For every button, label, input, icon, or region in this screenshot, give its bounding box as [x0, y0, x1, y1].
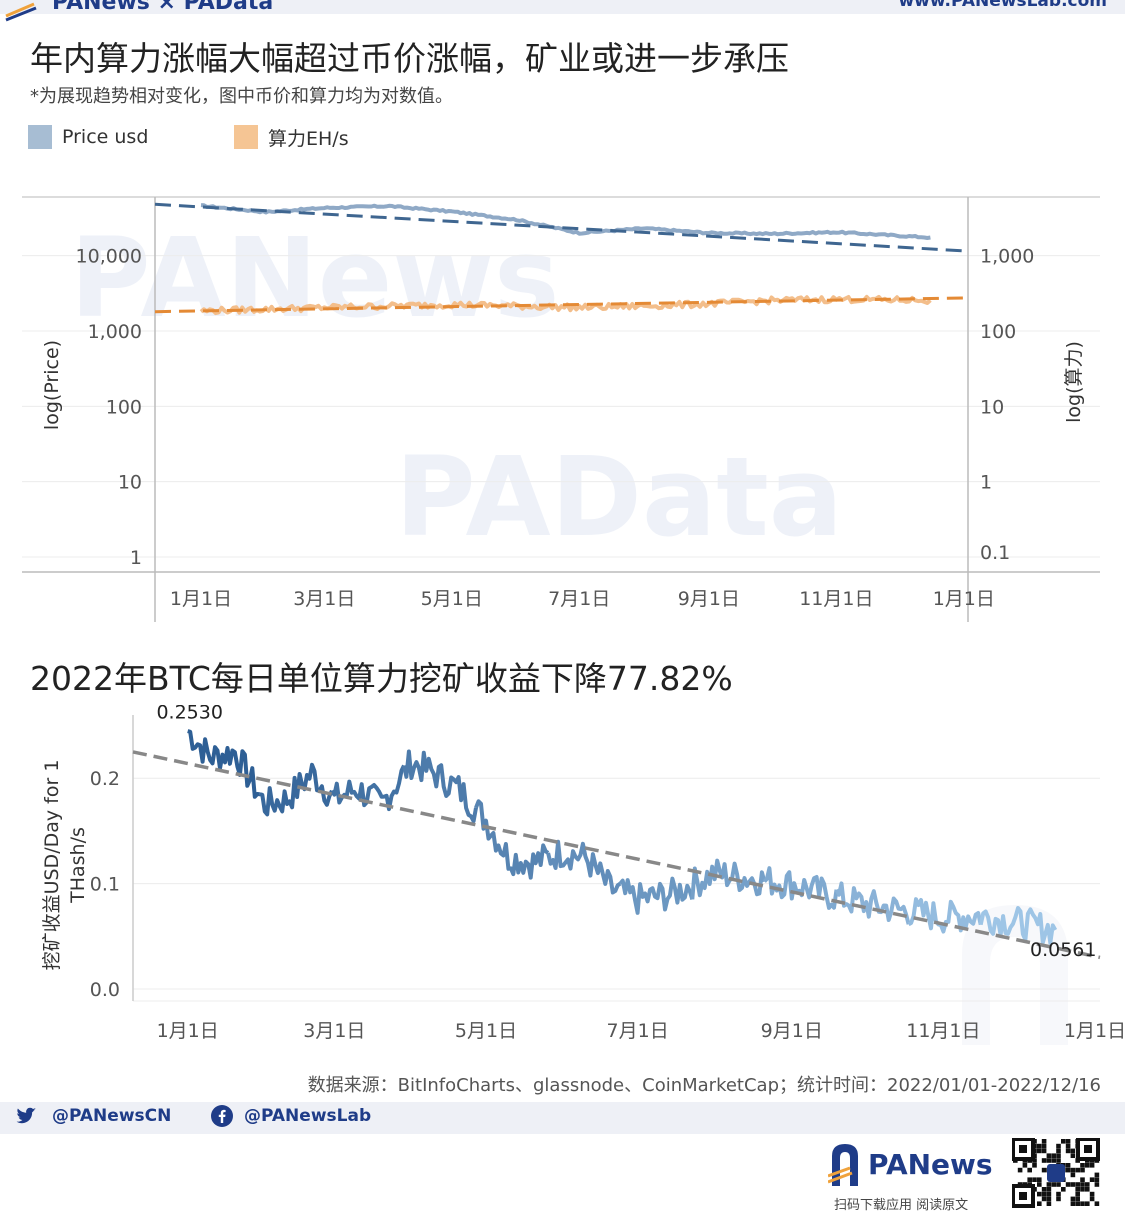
chart2-xtick-label: 7月1日 — [607, 1020, 669, 1042]
qr-code-icon[interactable] — [1012, 1138, 1100, 1208]
panews-stripes-icon — [5, 2, 37, 22]
chart1-series-line-0 — [200, 203, 931, 240]
chart1-xtick-label: 1月1日 — [170, 588, 232, 610]
chart2-series-line-segment — [187, 729, 260, 799]
watermark-panews: PANews — [70, 214, 559, 342]
chart2-ytick-label: 0.2 — [90, 768, 120, 790]
legend-label-hashrate: 算力EH/s — [268, 127, 349, 150]
chart1-xtick-label: 3月1日 — [293, 588, 355, 610]
data-source-note: 数据来源：BitInfoCharts、glassnode、CoinMarketC… — [307, 1075, 1101, 1096]
chart1-xtick-label: 11月1日 — [799, 588, 873, 610]
chart1-ytick-label: 1 — [130, 547, 142, 569]
chart1-xtick-label: 7月1日 — [548, 588, 610, 610]
legend-label-price: Price usd — [62, 126, 149, 148]
chart2-series-line-segment — [402, 749, 478, 824]
download-caption: 扫码下载应用 阅读原文 — [834, 1198, 969, 1213]
chart1-trendline-1 — [154, 202, 969, 253]
chart2-annotation-label: 0.0561 — [1030, 939, 1096, 961]
legend-swatch-price — [28, 125, 52, 149]
chart2-series-line-segment — [618, 876, 695, 915]
twitter-link[interactable]: @PANewsCN — [14, 1104, 171, 1128]
legend-item-price[interactable]: Price usd — [28, 124, 148, 150]
chart1-y2tick-label: 1 — [980, 472, 992, 494]
chart2-ylabel-line2: THash/s — [67, 827, 89, 904]
chart1-plot: PANews PAData 1 10 100 1,000 10,000 0.1 1 10 10… — [22, 196, 1100, 622]
chart2-ytick-label: 0.0 — [90, 979, 120, 1001]
chart1-ytick-label: 100 — [106, 396, 142, 418]
chart1-ytick-label: 10 — [118, 472, 142, 494]
chart2-ytick-label: 0.1 — [90, 874, 120, 896]
panews-logo: PANews — [828, 1142, 993, 1186]
chart2-series-line-segment — [474, 799, 550, 880]
chart1-y2label: log(算力) — [1063, 341, 1085, 423]
chart1-title: 年内算力涨幅大幅超过币价涨幅，矿业或进一步承压 — [30, 39, 789, 78]
facebook-link[interactable]: @PANewsLab — [210, 1104, 371, 1128]
facebook-handle: @PANewsLab — [244, 1106, 372, 1126]
chart2-trendline — [132, 750, 1101, 960]
chart2-series-line-segment — [546, 839, 622, 895]
chart1-y2tick-label: 0.1 — [980, 542, 1010, 564]
chart1-ytick-label: 10,000 — [76, 246, 142, 268]
top-brand: PANews × PAData — [52, 0, 274, 15]
chart2-series-line-segment — [834, 881, 911, 925]
chart2-series-line-segment — [978, 906, 1058, 945]
chart2-series-line-segment — [259, 762, 334, 817]
chart1-ylabel: log(Price) — [41, 340, 63, 430]
chart2-series-line-segment — [907, 897, 983, 934]
chart2-annotation-label: 0.2530 — [156, 705, 222, 723]
chart2-xtick-label: 9月1日 — [761, 1020, 823, 1042]
chart2-series-line-segment — [690, 858, 767, 900]
panews-logo-text: PANews — [868, 1147, 993, 1181]
chart1-xtick-label: 1月1日 — [933, 588, 995, 610]
chart1-subtitle: *为展现趋势相对变化，图中币价和算力均为对数值。 — [30, 86, 453, 107]
panews-logo-icon — [828, 1144, 858, 1186]
chart2-xtick-label: 1月1日 — [157, 1020, 219, 1042]
social-bar — [0, 1102, 1125, 1134]
chart1-ytick-label: 1,000 — [88, 321, 142, 343]
legend-swatch-hashrate — [234, 125, 258, 149]
chart1-y2tick-label: 10 — [980, 396, 1004, 418]
top-banner: PANews × PAData www.PANewsLab.com — [0, 0, 1125, 22]
chart2-plot: 0.00.10.2 1月1日 3月1日 5月1日 7月1日 9月1日 11月1日 1月1日 … — [41, 705, 1125, 1045]
chart1-trendline-3 — [154, 296, 969, 314]
chart1-series-line-2 — [199, 294, 932, 316]
twitter-icon — [16, 1107, 36, 1124]
twitter-handle: @PANewsCN — [52, 1106, 172, 1126]
chart1-xtick-label: 5月1日 — [421, 588, 483, 610]
chart2-xtick-label: 1月1日 — [1064, 1020, 1125, 1042]
chart1-y2tick-label: 1,000 — [980, 246, 1034, 268]
watermark-padata: PAData — [395, 433, 843, 561]
facebook-icon — [211, 1105, 233, 1127]
legend-item-hashrate[interactable]: 算力EH/s — [234, 124, 349, 150]
chart2-xtick-label: 11月1日 — [906, 1020, 980, 1042]
chart2-xtick-label: 3月1日 — [303, 1020, 365, 1042]
chart1-y2tick-label: 100 — [980, 321, 1016, 343]
chart1-xtick-label: 9月1日 — [678, 588, 740, 610]
chart2-title: 2022年BTC每日单位算力挖矿收益下降77.82% — [30, 659, 733, 698]
top-url[interactable]: www.PANewsLab.com — [898, 0, 1107, 11]
chart2-ylabel-line1: 挖矿收益USD/Day for 1 — [41, 760, 63, 971]
chart2-xtick-label: 5月1日 — [455, 1020, 517, 1042]
